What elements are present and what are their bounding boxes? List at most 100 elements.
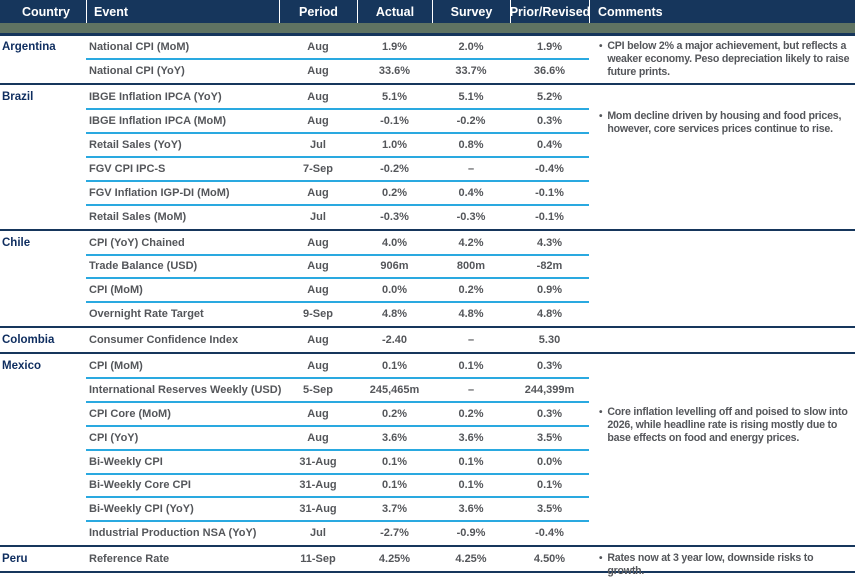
actual-cell: 5.1%	[381, 91, 408, 104]
table-row: Mexico CPI (MoM) Aug 0.1% 0.1% 0.3%	[0, 354, 855, 379]
prior-revised-cell: 0.3%	[536, 360, 563, 373]
actual-cell: 4.8%	[381, 308, 408, 321]
survey-cell: 2.0%	[458, 41, 484, 54]
period-cell: Aug	[307, 260, 329, 273]
row-divider	[86, 203, 589, 206]
event-cell: National CPI (YoY)	[89, 65, 185, 78]
period-cell: 31-Aug	[299, 503, 337, 516]
prior-revised-cell: 0.3%	[536, 407, 563, 420]
row-divider	[86, 496, 589, 499]
survey-cell: 4.8%	[458, 308, 484, 321]
period-cell: Aug	[307, 186, 329, 199]
survey-cell: 0.4%	[458, 186, 484, 199]
table-row: FGV Inflation IGP-DI (MoM) Aug 0.2% 0.4% -0.…	[0, 181, 855, 206]
prior-revised-cell: 3.5%	[536, 503, 563, 516]
table-row: Retail Sales (YoY) Jul 1.0% 0.8% 0.4%	[0, 133, 855, 158]
event-cell: FGV Inflation IGP-DI (MoM)	[89, 186, 230, 199]
table-row: CPI (YoY) Aug 3.6% 3.6% 3.5%	[0, 426, 855, 451]
actual-cell: 3.7%	[381, 503, 408, 516]
actual-cell: 0.1%	[381, 360, 408, 373]
column-header-survey: Survey	[432, 0, 510, 23]
column-header-prior-revised: Prior/Revised	[510, 0, 589, 23]
country-label: Colombia	[2, 334, 55, 347]
event-cell: International Reserves Weekly (USD)	[89, 383, 282, 396]
country-label: Chile	[2, 236, 31, 249]
actual-cell: -2.40	[381, 334, 408, 347]
column-header-period: Period	[279, 0, 357, 23]
row-divider	[86, 253, 589, 256]
comment-cell: • CPI below 2% a major achievement, but r…	[599, 40, 852, 79]
period-cell: Jul	[310, 139, 326, 151]
period-cell: Aug	[307, 334, 329, 347]
country-group: Argentina National CPI (MoM) Aug 1.9% 2.0% 1.…	[0, 36, 855, 86]
prior-revised-cell: 36.6%	[533, 65, 566, 78]
comment-cell: • Rates now at 3 year low, downside risks…	[599, 552, 852, 578]
period-cell: Aug	[307, 65, 329, 78]
actual-cell: 33.6%	[378, 65, 411, 78]
event-cell: Industrial Production NSA (YoY)	[89, 527, 257, 540]
prior-revised-cell: 4.50%	[533, 553, 566, 566]
bullet-icon: •	[599, 407, 603, 419]
table-row: National CPI (YoY) Aug 33.6% 33.7% 36.6%	[0, 59, 855, 83]
event-cell: IBGE Inflation IPCA (YoY)	[89, 91, 222, 104]
row-divider	[86, 277, 589, 280]
survey-cell: 0.2%	[458, 407, 484, 420]
row-divider	[86, 376, 589, 379]
table-row: CPI Core (MoM) Aug 0.2% 0.2% 0.3%	[0, 402, 855, 427]
table-row: Brazil IBGE Inflation IPCA (YoY) Aug 5.1% 5.…	[0, 85, 855, 111]
period-cell: Aug	[307, 284, 329, 297]
country-group: Brazil IBGE Inflation IPCA (YoY) Aug 5.1% 5.…	[0, 85, 855, 231]
survey-cell: –	[467, 383, 475, 396]
survey-cell: -0.2%	[456, 115, 486, 128]
event-cell: Trade Balance (USD)	[89, 260, 198, 273]
country-group: Mexico CPI (MoM) Aug 0.1% 0.1% 0.3% Internatio…	[0, 354, 855, 548]
actual-cell: -0.3%	[380, 210, 409, 223]
survey-cell: -0.3%	[456, 210, 486, 223]
event-cell: CPI Core (MoM)	[89, 407, 171, 420]
survey-cell: 0.1%	[458, 479, 484, 492]
actual-cell: 4.0%	[381, 236, 408, 249]
country-label: Mexico	[2, 360, 41, 373]
bullet-icon: •	[599, 40, 603, 52]
table-row: IBGE Inflation IPCA (MoM) Aug -0.1% -0.2% 0.…	[0, 109, 855, 135]
row-divider	[86, 520, 589, 523]
prior-revised-cell: -0.1%	[535, 210, 564, 223]
comment-text: Mom decline driven by housing and food p…	[607, 110, 842, 136]
row-divider	[86, 58, 589, 61]
prior-revised-cell: 5.2%	[536, 91, 563, 104]
comment-text: Core inflation levelling off and poised …	[607, 406, 848, 445]
actual-cell: -2.7%	[380, 527, 409, 540]
actual-cell: 906m	[380, 260, 409, 273]
survey-cell: 0.8%	[458, 139, 484, 151]
actual-cell: 1.0%	[381, 139, 408, 151]
bullet-icon: •	[599, 553, 603, 565]
survey-cell: –	[467, 162, 475, 175]
event-cell: CPI (MoM)	[89, 284, 143, 297]
row-divider	[86, 448, 589, 451]
prior-revised-cell: 3.5%	[536, 431, 563, 444]
prior-revised-cell: -0.4%	[535, 527, 564, 540]
row-divider	[86, 155, 589, 158]
period-cell: 9-Sep	[303, 308, 333, 321]
period-cell: Aug	[307, 431, 329, 444]
table-row: Bi-Weekly Core CPI 31-Aug 0.1% 0.1% 0.1%	[0, 474, 855, 499]
period-cell: 31-Aug	[299, 479, 337, 492]
survey-cell: 3.6%	[458, 503, 484, 516]
prior-revised-cell: 0.0%	[536, 455, 563, 468]
prior-revised-cell: 4.3%	[536, 236, 563, 249]
country-group: Peru Reference Rate 11-Sep 4.25% 4.25% 4.50% •…	[0, 547, 855, 577]
survey-cell: 800m	[456, 260, 486, 273]
period-cell: Aug	[307, 236, 329, 249]
event-cell: Bi-Weekly Core CPI	[89, 479, 191, 492]
event-cell: Bi-Weekly CPI	[89, 455, 163, 468]
prior-revised-cell: 0.1%	[536, 479, 563, 492]
table-row: Overnight Rate Target 9-Sep 4.8% 4.8% 4.8%	[0, 302, 855, 326]
table-row: Industrial Production NSA (YoY) Jul -2.7% -…	[0, 521, 855, 545]
country-group: Colombia Consumer Confidence Index Aug -2.4…	[0, 328, 855, 355]
table-row: Bi-Weekly CPI (YoY) 31-Aug 3.7% 3.6% 3.5%	[0, 497, 855, 523]
event-cell: National CPI (MoM)	[89, 41, 190, 54]
comment-text: CPI below 2% a major achievement, but re…	[607, 39, 850, 78]
comment-cell: • Mom decline driven by housing and food …	[599, 110, 852, 136]
actual-cell: 4.25%	[378, 553, 411, 566]
